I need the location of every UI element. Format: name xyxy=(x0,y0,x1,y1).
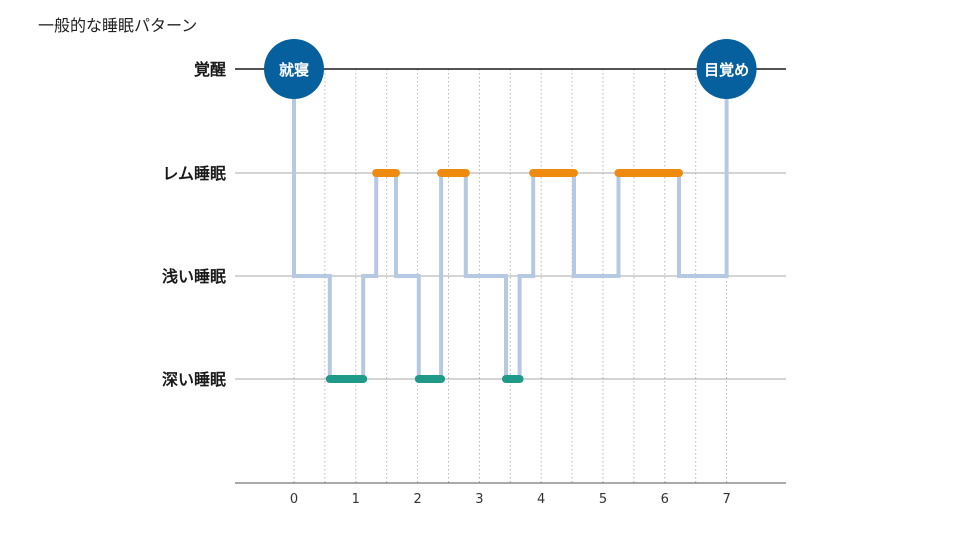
x-tick-label: 1 xyxy=(352,492,360,507)
x-tick-label: 7 xyxy=(722,492,730,507)
path-layer xyxy=(292,69,729,381)
bedtime-marker xyxy=(264,39,324,99)
wake-marker xyxy=(696,39,757,99)
chart-title: 一般的な睡眠パターン xyxy=(38,16,198,35)
x-tick-label: 2 xyxy=(413,492,421,507)
x-tick-label: 6 xyxy=(661,492,669,507)
x-tick-label: 0 xyxy=(290,492,298,507)
segment-layer xyxy=(325,169,684,383)
marker-layer: 就寝 目覚め xyxy=(264,39,757,99)
stage-label: 浅い睡眠 xyxy=(162,267,226,286)
x-tick-label: 5 xyxy=(599,492,607,507)
stage-label: 覚醒 xyxy=(194,60,226,79)
x-tick-label: 3 xyxy=(475,492,483,507)
wake-label: 目覚め xyxy=(704,61,749,79)
hypnogram-line xyxy=(292,69,729,381)
x-tick-label: 4 xyxy=(537,492,545,507)
bedtime-label: 就寝 xyxy=(279,61,309,79)
stage-label: 深い睡眠 xyxy=(162,370,226,389)
stage-label: レム睡眠 xyxy=(162,164,226,183)
